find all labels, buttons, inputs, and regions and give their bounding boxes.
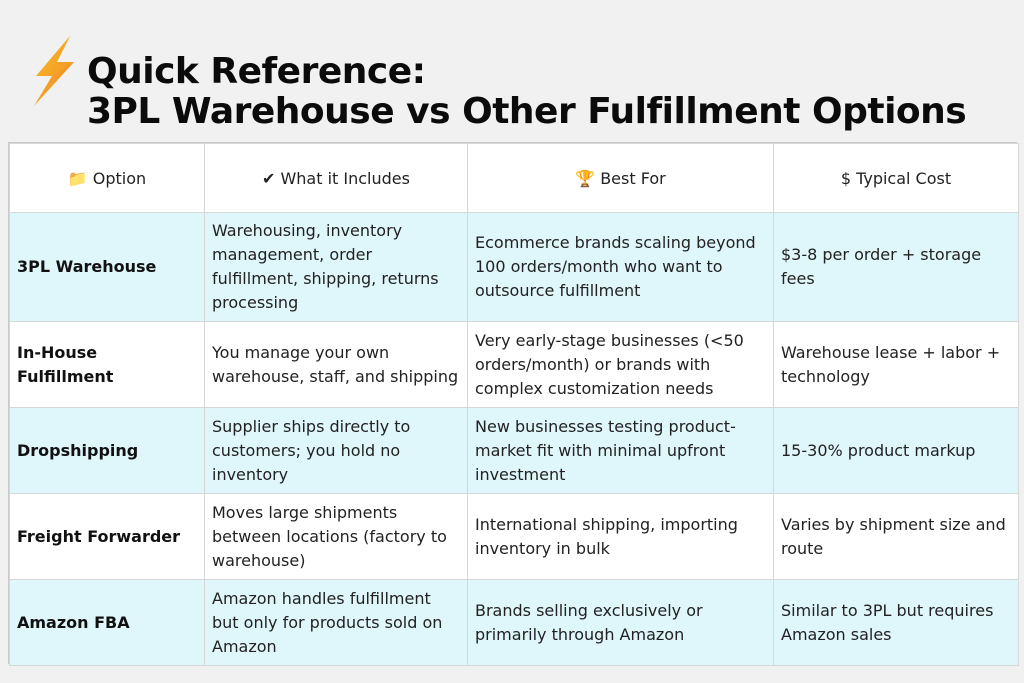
includes-cell: You manage your own warehouse, staff, an… [204,321,468,408]
includes-cell: Moves large shipments between locations … [204,493,468,580]
best-for-cell: Brands selling exclusively or primarily … [467,579,774,666]
table-row: 3PL Warehouse Warehousing, inventory man… [9,212,1019,322]
includes-cell: Warehousing, inventory management, order… [204,212,468,322]
best-for-cell: International shipping, importing invent… [467,493,774,580]
column-header-cost: $ Typical Cost [773,143,1019,213]
option-cell: Dropshipping [9,407,205,494]
comparison-table: 📁 Option ✔ What it Includes 🏆 Best For $ Typ… [8,142,1019,666]
folder-icon: 📁 [67,168,88,188]
cost-cell: Varies by shipment size and route [773,493,1019,580]
option-cell: Amazon FBA [9,579,205,666]
header: Quick Reference: 3PL Warehouse vs Other … [0,0,1024,140]
includes-cell: Amazon handles fulfillment but only for … [204,579,468,666]
cost-cell: Similar to 3PL but requires Amazon sales [773,579,1019,666]
table-header-row: 📁 Option ✔ What it Includes 🏆 Best For $ Typ… [9,143,1019,213]
option-cell: 3PL Warehouse [9,212,205,322]
table-row: In-House Fulfillment You manage your own… [9,321,1019,408]
lightning-bolt-icon [34,36,74,106]
cost-cell: Warehouse lease + labor + technology [773,321,1019,408]
option-cell: Freight Forwarder [9,493,205,580]
dollar-icon: $ [840,168,852,188]
best-for-cell: Very early-stage businesses (<50 orders/… [467,321,774,408]
table-row: Amazon FBA Amazon handles fulfillment bu… [9,579,1019,666]
best-for-cell: New businesses testing product-market fi… [467,407,774,494]
table-row: Dropshipping Supplier ships directly to … [9,407,1019,494]
column-header-includes: ✔ What it Includes [204,143,468,213]
cost-cell: $3-8 per order + storage fees [773,212,1019,322]
cost-cell: 15-30% product markup [773,407,1019,494]
table-row: Freight Forwarder Moves large shipments … [9,493,1019,580]
page-title: Quick Reference: 3PL Warehouse vs Other … [87,51,967,132]
column-header-best-for: 🏆 Best For [467,143,774,213]
checkmark-icon: ✔ [262,168,276,188]
trophy-icon: 🏆 [575,168,596,188]
option-cell: In-House Fulfillment [9,321,205,408]
title-line-1: Quick Reference: [87,51,426,92]
includes-cell: Supplier ships directly to customers; yo… [204,407,468,494]
best-for-cell: Ecommerce brands scaling beyond 100 orde… [467,212,774,322]
column-header-option: 📁 Option [9,143,205,213]
title-line-2: 3PL Warehouse vs Other Fulfillment Optio… [87,91,967,132]
